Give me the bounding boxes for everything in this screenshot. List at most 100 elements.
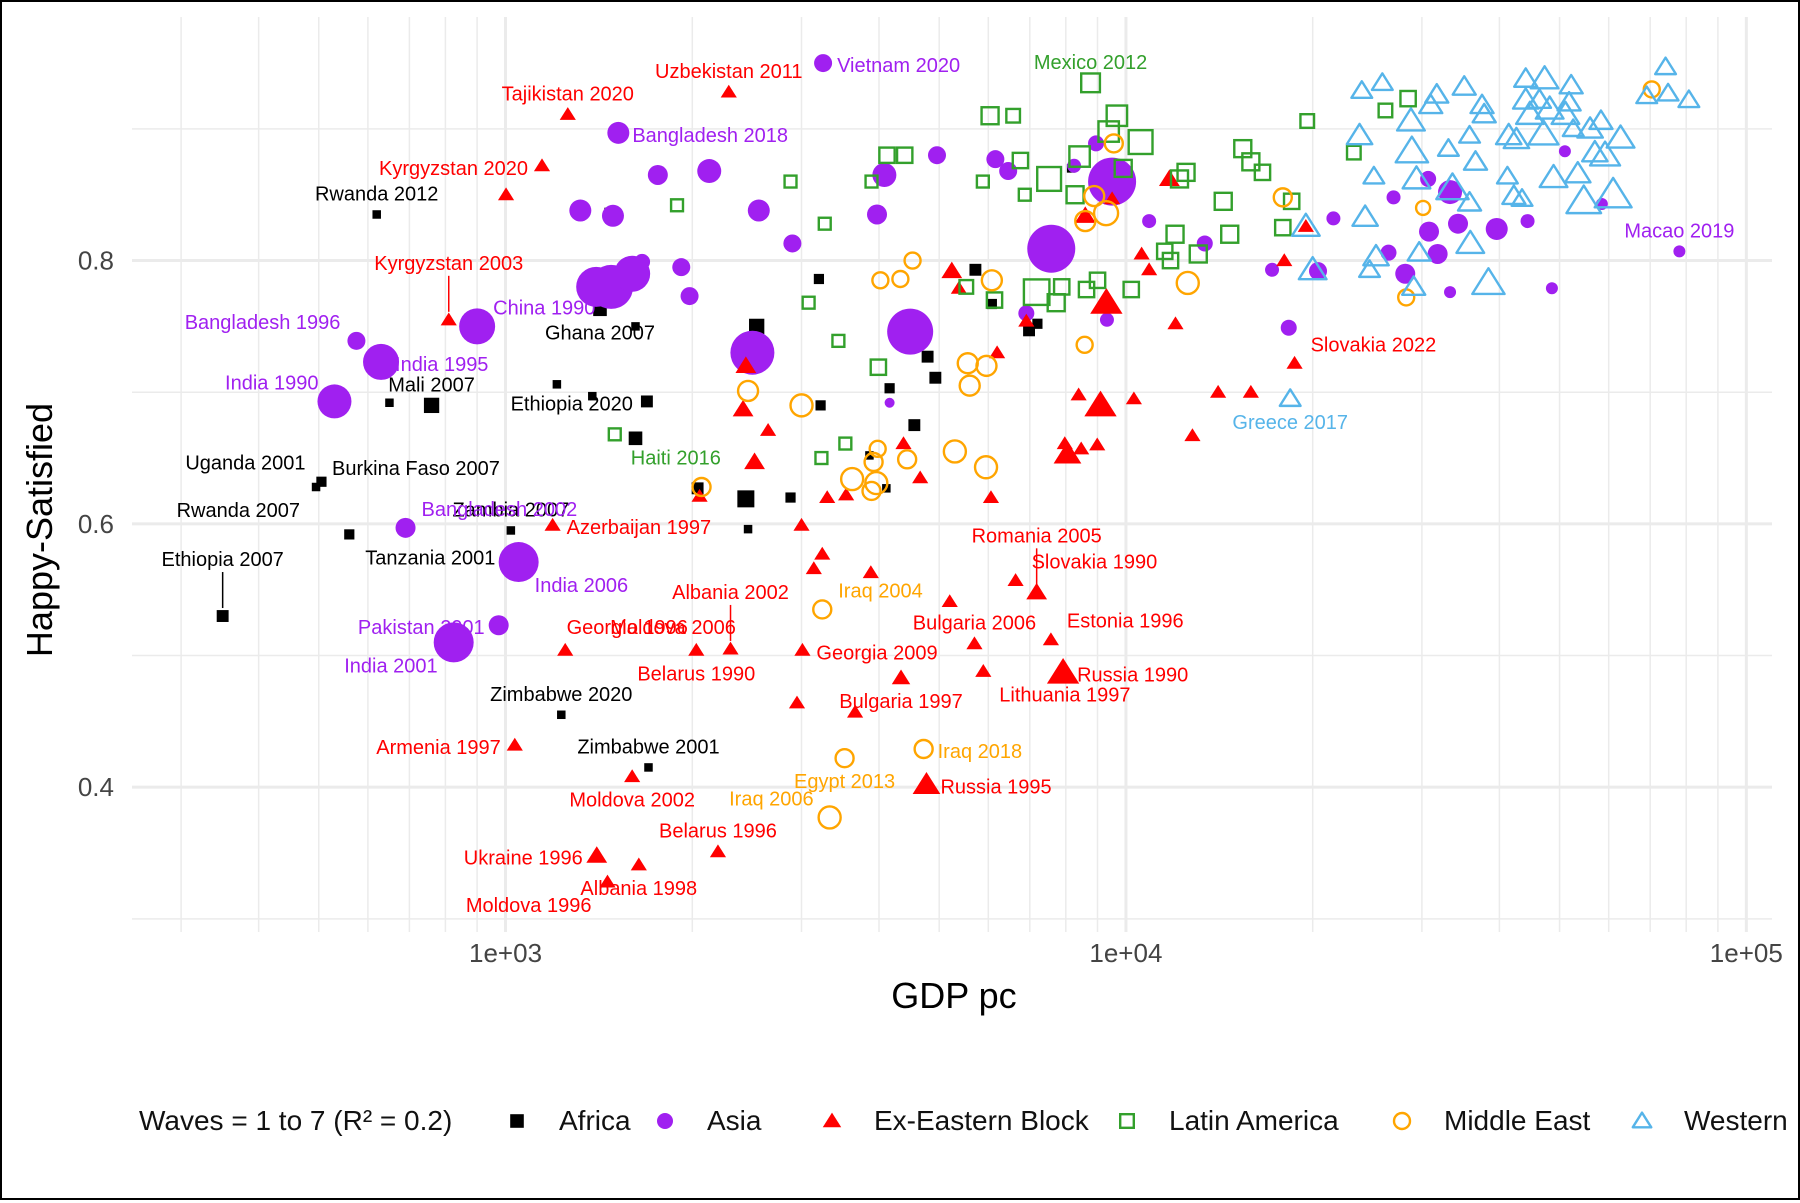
point-middle-east	[958, 374, 981, 397]
point-western	[1395, 107, 1426, 132]
point-label: Macao 2019	[1624, 220, 1734, 242]
point-ex-eastern-block	[709, 844, 727, 858]
point-latin-america	[895, 146, 914, 165]
point-ex-eastern-block	[982, 490, 1000, 504]
point-label: Georgia 1996	[567, 617, 688, 639]
x-tick-label: 1e+03	[469, 938, 542, 968]
point-ex-eastern-block	[1084, 390, 1117, 417]
point-label: Zambia 2007	[452, 499, 569, 521]
point-latin-america	[801, 295, 816, 310]
point-latin-america	[1011, 151, 1030, 170]
point-western	[1556, 90, 1582, 112]
point-middle-east	[1272, 187, 1293, 208]
point-label: Mali 2007	[388, 374, 475, 396]
point-western	[1290, 212, 1321, 237]
y-tick-label: 0.4	[78, 772, 114, 802]
point-asia	[814, 54, 833, 73]
point-latin-america	[831, 333, 846, 349]
point-western	[1471, 267, 1506, 296]
point-asia	[634, 253, 651, 270]
point-africa	[969, 263, 982, 276]
point-ex-eastern-block	[586, 846, 608, 863]
point-africa	[640, 395, 653, 408]
point-ex-eastern-block	[1210, 384, 1227, 398]
point-latin-america	[1077, 280, 1096, 299]
point-label: India 2001	[344, 655, 437, 677]
point-latin-america	[1155, 242, 1174, 261]
point-middle-east	[834, 748, 855, 769]
point-ex-eastern-block	[497, 187, 515, 201]
point-latin-america	[1052, 278, 1071, 296]
point-ex-eastern-block	[1026, 582, 1048, 600]
point-western	[1527, 119, 1560, 146]
legend-label: Asia	[707, 1105, 762, 1136]
point-middle-east	[896, 449, 918, 470]
point-asia	[1448, 213, 1469, 234]
point-western	[1345, 122, 1374, 146]
point-africa	[423, 397, 440, 414]
point-label: Albania 1998	[580, 878, 697, 900]
axis-ticks: 1e+03 1e+04 1e+05 0.4 0.6 0.8	[78, 246, 1783, 968]
point-africa	[986, 298, 997, 310]
point-western	[1653, 56, 1678, 76]
point-latin-america	[1005, 107, 1022, 124]
point-ex-eastern-block	[1053, 441, 1082, 464]
point-asia	[1395, 263, 1416, 284]
point-western	[1278, 388, 1302, 408]
point-ex-eastern-block	[1089, 437, 1106, 451]
point-asia	[601, 204, 624, 227]
point-ex-eastern-block	[440, 312, 457, 326]
y-tick-label: 0.6	[78, 509, 114, 539]
point-label: Uzbekistan 2011	[655, 61, 803, 83]
point-africa	[884, 383, 895, 394]
point-africa	[691, 482, 704, 495]
point-ex-eastern-block	[1007, 573, 1024, 586]
point-latin-america	[814, 450, 829, 466]
point-western	[1605, 124, 1636, 149]
point-asia	[1309, 262, 1328, 281]
point-western	[1558, 73, 1584, 95]
point-asia	[887, 308, 934, 355]
point-ex-eastern-block	[975, 663, 992, 677]
point-western	[1350, 80, 1374, 100]
point-africa	[749, 318, 765, 335]
point-label: Iraq 2004	[838, 580, 923, 602]
point-western	[1418, 93, 1444, 115]
point-western	[1435, 172, 1470, 201]
point-asia	[1027, 224, 1076, 273]
point-western	[1495, 165, 1519, 185]
point-ex-eastern-block	[559, 107, 576, 120]
point-asia	[1018, 305, 1035, 322]
point-asia	[1558, 145, 1571, 158]
point-middle-east	[942, 439, 968, 464]
point-label: India 2006	[535, 575, 628, 597]
point-africa	[316, 476, 327, 487]
point-latin-america	[1273, 218, 1292, 237]
point-western	[1580, 139, 1609, 163]
point-latin-america	[1161, 251, 1180, 270]
point-western	[1656, 82, 1680, 102]
point-ex-eastern-block	[1276, 253, 1293, 267]
point-middle-east	[871, 271, 890, 290]
point-ex-eastern-block	[506, 737, 523, 751]
point-asia	[433, 622, 474, 663]
point-latin-america	[1122, 280, 1141, 299]
point-ex-eastern-block	[722, 641, 739, 655]
x-tick-label: 1e+04	[1089, 938, 1162, 968]
point-western	[1635, 85, 1659, 105]
point-label: Russia 1990	[1077, 665, 1188, 687]
point-latin-america	[864, 174, 879, 189]
point-asia	[647, 164, 668, 185]
point-latin-america	[869, 358, 888, 377]
point-ex-eastern-block	[838, 487, 855, 501]
point-label: Burkina Faso 2007	[332, 458, 500, 480]
point-label: India 1995	[395, 354, 488, 376]
point-asia	[1545, 282, 1558, 295]
point-label: Belarus 1990	[637, 663, 755, 685]
point-africa	[921, 350, 934, 363]
point-middle-east	[1103, 133, 1124, 154]
point-africa	[216, 610, 229, 622]
point-ex-eastern-block	[1018, 313, 1035, 327]
legend-key-africa	[510, 1114, 524, 1128]
point-label: Ethiopia 2020	[511, 393, 633, 415]
